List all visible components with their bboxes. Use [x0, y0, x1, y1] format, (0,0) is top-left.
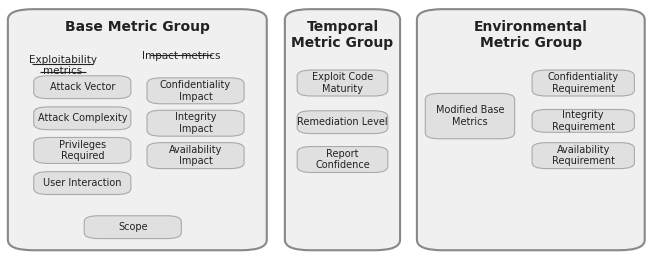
Text: Environmental
Metric Group: Environmental Metric Group [474, 20, 588, 50]
FancyBboxPatch shape [34, 107, 131, 130]
Text: Attack Complexity: Attack Complexity [38, 113, 127, 123]
Text: Availability
Impact: Availability Impact [169, 145, 222, 166]
FancyBboxPatch shape [34, 138, 131, 163]
FancyBboxPatch shape [297, 146, 388, 172]
FancyBboxPatch shape [147, 110, 244, 136]
Text: Temporal
Metric Group: Temporal Metric Group [291, 20, 393, 50]
Text: Impact metrics: Impact metrics [142, 51, 220, 61]
FancyBboxPatch shape [34, 76, 131, 99]
FancyBboxPatch shape [8, 9, 266, 250]
FancyBboxPatch shape [34, 172, 131, 194]
Text: Remediation Level: Remediation Level [297, 117, 388, 127]
FancyBboxPatch shape [297, 111, 388, 134]
FancyBboxPatch shape [297, 70, 388, 96]
Text: Confidentiality
Requirement: Confidentiality Requirement [548, 72, 619, 94]
FancyBboxPatch shape [532, 70, 634, 96]
Text: Modified Base
Metrics: Modified Base Metrics [436, 105, 504, 127]
FancyBboxPatch shape [84, 216, 181, 239]
FancyBboxPatch shape [417, 9, 645, 250]
Text: Attack Vector: Attack Vector [49, 82, 115, 92]
Text: User Interaction: User Interaction [43, 178, 122, 188]
Text: Integrity
Impact: Integrity Impact [175, 112, 216, 134]
Text: Base Metric Group: Base Metric Group [65, 20, 210, 34]
FancyBboxPatch shape [147, 78, 244, 104]
Text: Report
Confidence: Report Confidence [315, 149, 370, 170]
FancyBboxPatch shape [532, 110, 634, 132]
Text: Availability
Requirement: Availability Requirement [552, 145, 615, 166]
Text: Integrity
Requirement: Integrity Requirement [552, 110, 615, 132]
FancyBboxPatch shape [425, 94, 515, 139]
FancyBboxPatch shape [285, 9, 400, 250]
FancyBboxPatch shape [532, 143, 634, 168]
Text: Confidentiality
Impact: Confidentiality Impact [160, 80, 231, 102]
FancyBboxPatch shape [147, 143, 244, 168]
Text: Privileges
Required: Privileges Required [58, 140, 106, 161]
Text: Scope: Scope [118, 222, 148, 232]
Text: Exploit Code
Maturity: Exploit Code Maturity [312, 72, 373, 94]
Text: Exploitability
metrics: Exploitability metrics [29, 54, 97, 76]
